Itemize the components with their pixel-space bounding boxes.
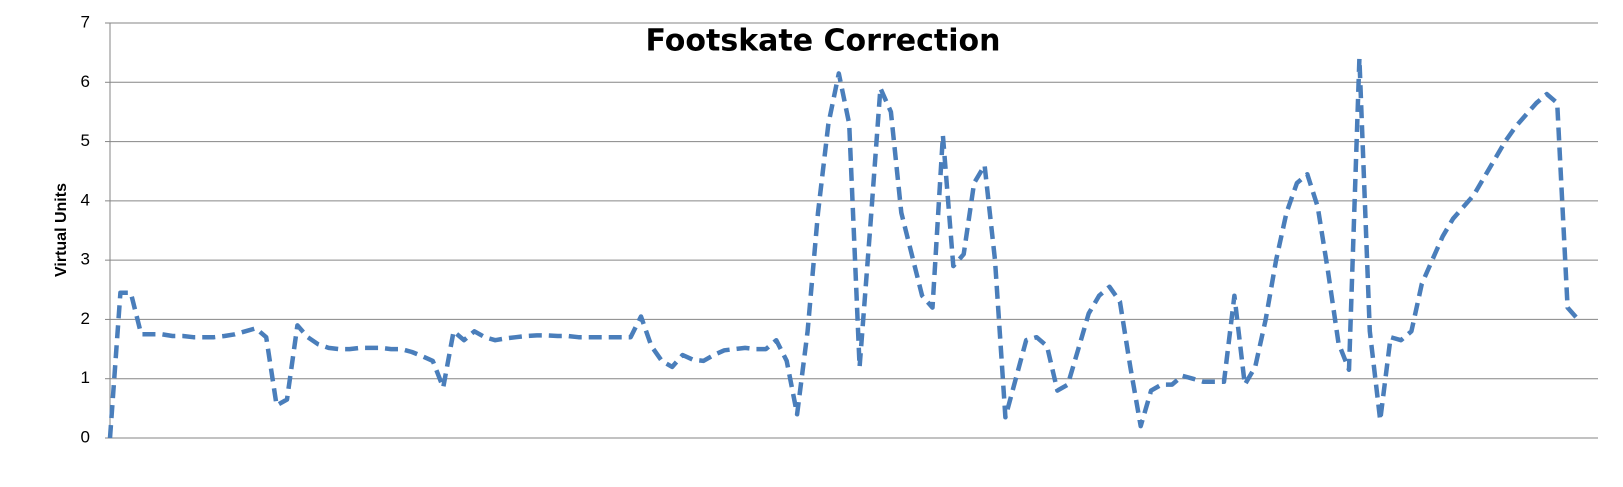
y-tick-label: 5 bbox=[81, 131, 90, 150]
y-tick-label: 7 bbox=[81, 12, 90, 31]
data-line bbox=[107, 56, 1580, 439]
y-tick-label: 6 bbox=[81, 72, 90, 91]
y-axis-label: Virtual Units bbox=[53, 183, 70, 277]
y-tick-label: 3 bbox=[81, 250, 90, 269]
y-tick-label: 4 bbox=[81, 190, 90, 209]
y-tick-label: 0 bbox=[81, 427, 90, 446]
y-tick-label: 1 bbox=[81, 368, 90, 387]
chart-title: Footskate Correction bbox=[646, 24, 1001, 59]
y-tick-label: 2 bbox=[81, 309, 90, 328]
